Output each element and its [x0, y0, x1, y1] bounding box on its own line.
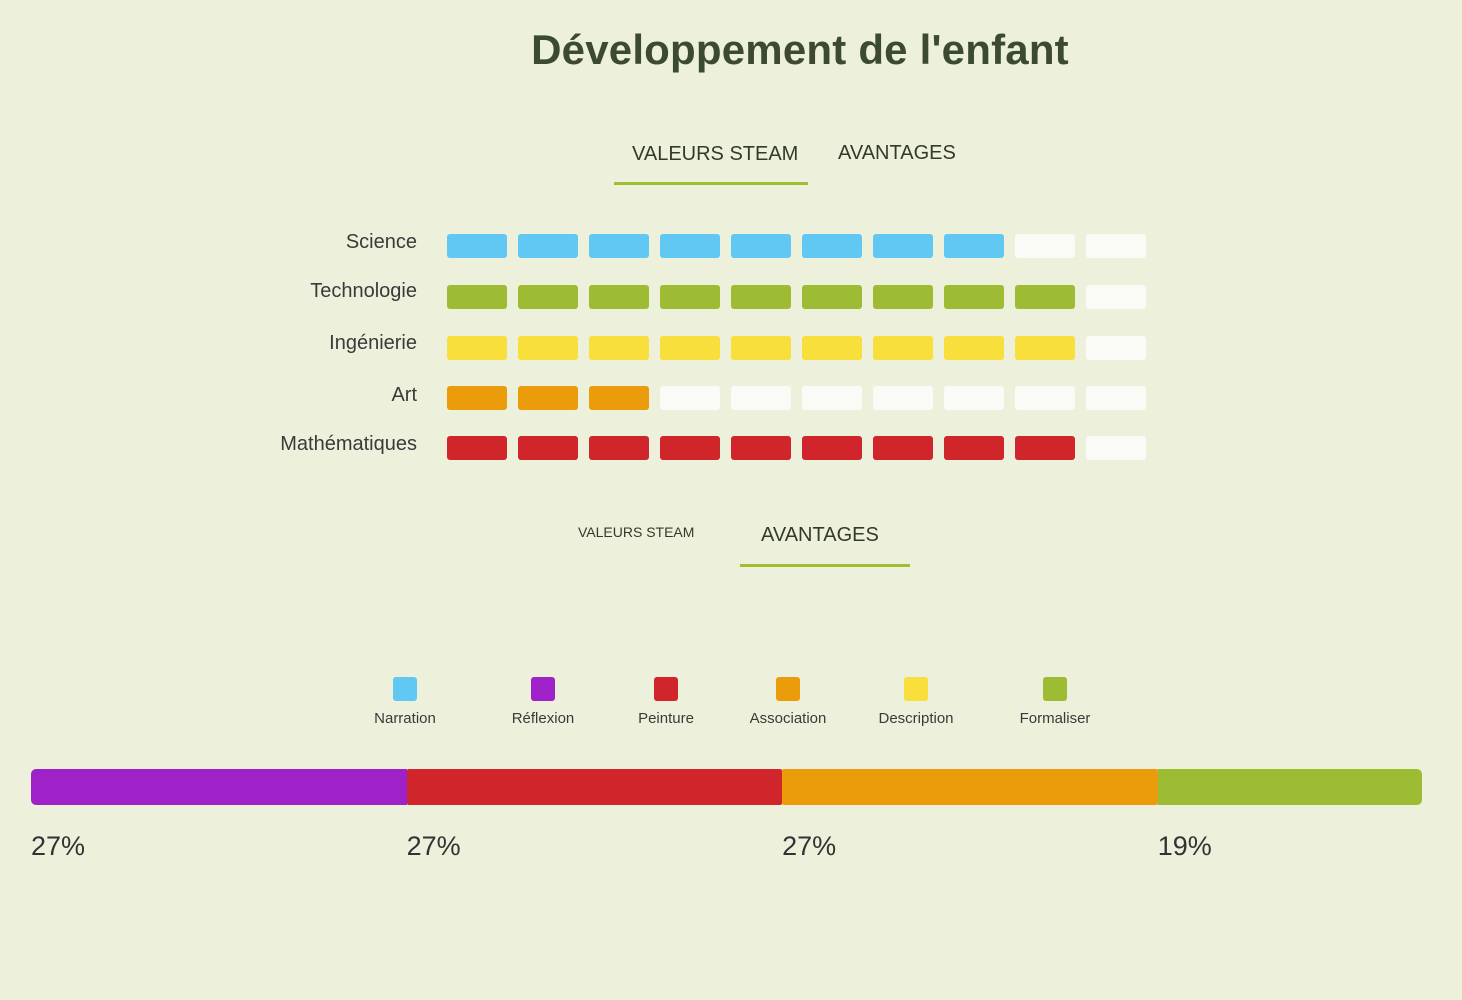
rating-cell — [660, 336, 720, 360]
rating-cell — [944, 336, 1004, 360]
rating-cell — [1086, 336, 1146, 360]
rating-cell — [447, 285, 507, 309]
legend-swatch — [393, 677, 417, 701]
rating-cell — [1086, 436, 1146, 460]
rating-cell — [802, 285, 862, 309]
rating-cell — [589, 285, 649, 309]
rating-cell — [944, 436, 1004, 460]
rating-cell — [873, 285, 933, 309]
rating-cell — [802, 336, 862, 360]
legend-label: Association — [749, 710, 827, 727]
rating-cell — [589, 386, 649, 410]
rating-cell — [447, 436, 507, 460]
legend-item: Formaliser — [1000, 677, 1110, 727]
segment-percent-label: 27% — [31, 831, 86, 861]
rating-cell — [873, 436, 933, 460]
rating-cell — [660, 234, 720, 258]
rating-cell — [1015, 285, 1075, 309]
legend-item: Association — [733, 677, 843, 727]
legend-item: Réflexion — [488, 677, 598, 727]
tab-valeurs-steam-secondary[interactable]: VALEURS STEAM — [578, 524, 695, 540]
active-tab-indicator-secondary — [740, 564, 910, 567]
legend-item: Description — [861, 677, 971, 727]
legend-swatch — [776, 677, 800, 701]
legend-swatch — [1043, 677, 1067, 701]
rating-cell — [447, 386, 507, 410]
rating-cell — [944, 386, 1004, 410]
rating-cell — [1086, 285, 1146, 309]
segment-percent-label: 19% — [1157, 831, 1212, 861]
rating-cell — [873, 386, 933, 410]
rating-cell — [518, 386, 578, 410]
rating-cell — [944, 234, 1004, 258]
rating-cell — [802, 386, 862, 410]
row-label-mathématiques: Mathématiques — [280, 433, 417, 455]
legend-swatch — [904, 677, 928, 701]
legend-label: Narration — [374, 710, 436, 727]
segment-percent-label: 27% — [782, 831, 837, 861]
tab-avantages[interactable]: AVANTAGES — [838, 142, 956, 164]
rating-cell — [731, 386, 791, 410]
rating-cell — [589, 436, 649, 460]
rating-cell — [944, 285, 1004, 309]
rating-cell — [873, 336, 933, 360]
row-label-ingénierie: Ingénierie — [329, 332, 417, 354]
rating-cell — [660, 436, 720, 460]
legend-label: Description — [878, 710, 954, 727]
rating-cell — [1015, 336, 1075, 360]
rating-cell — [518, 234, 578, 258]
legend-item: Narration — [350, 677, 460, 727]
rating-cell — [873, 234, 933, 258]
rating-cell — [1015, 386, 1075, 410]
bar-segment — [1157, 769, 1422, 805]
rating-cell — [589, 234, 649, 258]
rating-cell — [802, 234, 862, 258]
row-label-art: Art — [391, 384, 417, 406]
rating-cell — [660, 386, 720, 410]
rating-cell — [731, 285, 791, 309]
rating-cell — [1086, 386, 1146, 410]
rating-cell — [447, 336, 507, 360]
legend-label: Formaliser — [1019, 710, 1091, 727]
rating-cell — [1015, 436, 1075, 460]
tab-avantages-secondary[interactable]: AVANTAGES — [761, 524, 879, 546]
tab-valeurs-steam[interactable]: VALEURS STEAM — [632, 143, 799, 165]
rating-cell — [660, 285, 720, 309]
row-label-science: Science — [345, 231, 417, 253]
rating-cell — [731, 336, 791, 360]
segment-percent-label: 27% — [406, 831, 461, 861]
rating-cell — [1015, 234, 1075, 258]
legend-item: Peinture — [611, 677, 721, 727]
bar-segment — [406, 769, 783, 805]
row-label-technologie: Technologie — [310, 280, 417, 302]
legend-swatch — [654, 677, 678, 701]
rating-cell — [518, 336, 578, 360]
active-tab-indicator — [614, 182, 808, 185]
rating-cell — [731, 234, 791, 258]
rating-cell — [518, 436, 578, 460]
rating-cell — [1086, 234, 1146, 258]
rating-cell — [589, 336, 649, 360]
rating-cell — [447, 234, 507, 258]
bar-segment — [782, 769, 1158, 805]
rating-cell — [518, 285, 578, 309]
bar-segment — [31, 769, 407, 805]
rating-cell — [802, 436, 862, 460]
legend-swatch — [531, 677, 555, 701]
legend-label: Peinture — [638, 710, 694, 727]
legend-label: Réflexion — [511, 710, 575, 727]
page-title: Développement de l'enfant — [531, 26, 1069, 73]
rating-cell — [731, 436, 791, 460]
